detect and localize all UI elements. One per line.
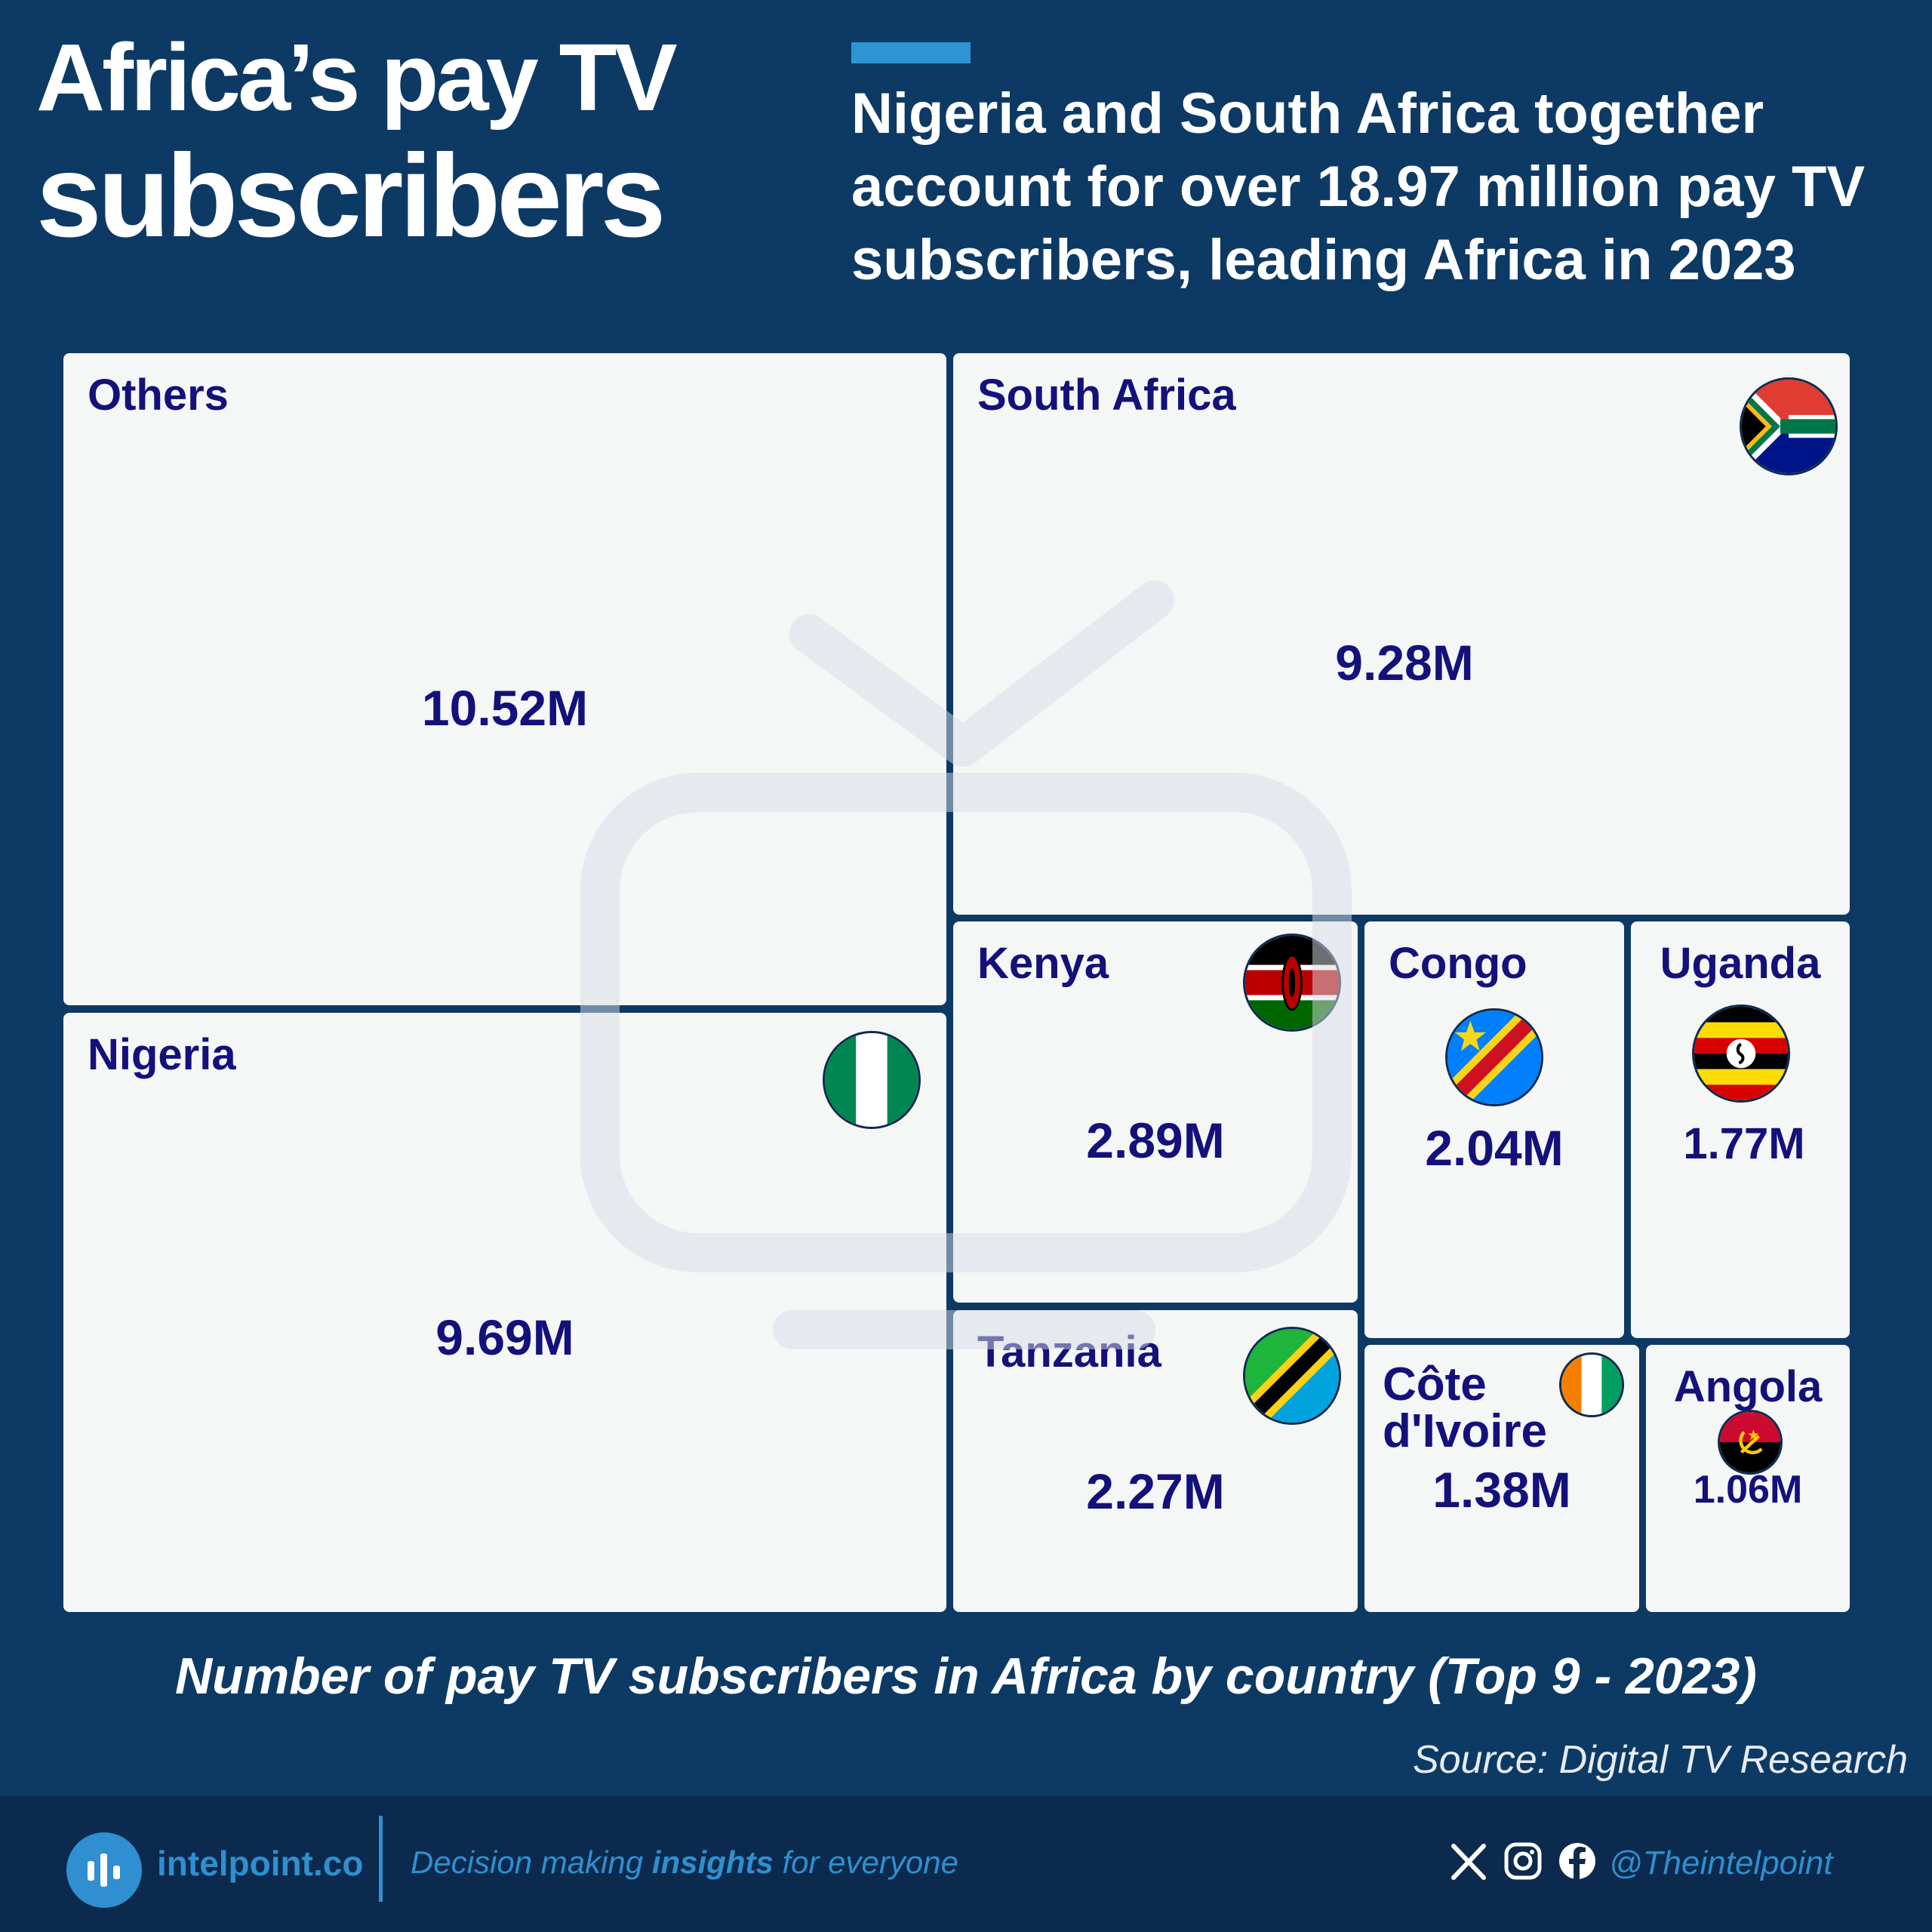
intelpoint-logo-icon bbox=[66, 1832, 142, 1908]
tile-value-south-africa: 9.28M bbox=[1335, 634, 1474, 691]
tile-value-angola: 1.06M bbox=[1693, 1467, 1803, 1512]
congo-flag-icon bbox=[1445, 1008, 1543, 1106]
footer: intelpoint.co Decision making insights f… bbox=[0, 1796, 1932, 1932]
tile-label-c-te-d-ivoire: Côte d'Ivoire bbox=[1383, 1358, 1548, 1457]
tile-c-te-d-ivoire: Côte d'Ivoire 1.38M bbox=[1364, 1345, 1639, 1612]
tile-value-congo: 2.04M bbox=[1425, 1119, 1564, 1176]
footer-divider bbox=[379, 1816, 383, 1902]
tile-label-others: Others bbox=[88, 371, 229, 420]
tagline-pre: Decision making bbox=[411, 1844, 652, 1880]
source-note: Source: Digital TV Research bbox=[1412, 1738, 1908, 1782]
tile-value-nigeria: 9.69M bbox=[435, 1309, 574, 1365]
subtitle: Nigeria and South Africa together accoun… bbox=[851, 82, 1866, 292]
tile-label-uganda: Uganda bbox=[1660, 939, 1821, 988]
tile-label-angola: Angola bbox=[1673, 1362, 1823, 1411]
nigeria-flag-icon bbox=[823, 1031, 921, 1129]
chart-caption: Number of pay TV subscribers in Africa b… bbox=[175, 1647, 1757, 1705]
tile-label-kenya: Kenya bbox=[977, 939, 1109, 988]
x-icon[interactable] bbox=[1446, 1838, 1491, 1884]
tile-kenya: Kenya 2.89M bbox=[953, 921, 1358, 1303]
uganda-flag-icon bbox=[1692, 1004, 1790, 1103]
tile-angola: Angola 1.06M bbox=[1646, 1345, 1850, 1612]
tile-label-congo: Congo bbox=[1389, 939, 1527, 988]
tile-value-tanzania: 2.27M bbox=[1086, 1463, 1225, 1519]
tile-label-tanzania: Tanzania bbox=[977, 1327, 1161, 1377]
south-africa-flag-icon bbox=[1740, 377, 1838, 475]
tile-congo: Congo 2.04M bbox=[1364, 921, 1624, 1338]
social-handle[interactable]: @Theintelpoint bbox=[1609, 1844, 1833, 1881]
page-title: Africa’s pay TV subscribers bbox=[36, 24, 806, 262]
tile-nigeria: Nigeria 9.69M bbox=[63, 1013, 946, 1612]
tile-value-kenya: 2.89M bbox=[1086, 1112, 1225, 1168]
tile-tanzania: Tanzania 2.27M bbox=[953, 1310, 1358, 1612]
tagline: Decision making insights for everyone bbox=[411, 1844, 958, 1881]
title-line-1: Africa’s pay TV bbox=[36, 24, 678, 131]
tagline-bold: insights bbox=[651, 1844, 774, 1880]
kenya-flag-icon bbox=[1243, 934, 1341, 1032]
facebook-icon[interactable] bbox=[1555, 1838, 1600, 1884]
tile-value-uganda: 1.77M bbox=[1683, 1119, 1805, 1169]
tile-value-c-te-d-ivoire: 1.38M bbox=[1432, 1461, 1571, 1518]
tile-uganda: Uganda 1.77M bbox=[1631, 921, 1850, 1338]
instagram-icon[interactable] bbox=[1500, 1838, 1546, 1884]
title-line-2: subscribers bbox=[36, 131, 666, 262]
tile-label-nigeria: Nigeria bbox=[88, 1030, 236, 1079]
angola-flag-icon bbox=[1718, 1410, 1783, 1475]
tile-south-africa: South Africa 9.28M bbox=[953, 353, 1850, 915]
accent-bar bbox=[851, 42, 971, 63]
tile-label-south-africa: South Africa bbox=[977, 371, 1236, 420]
tagline-post: for everyone bbox=[773, 1844, 958, 1880]
tile-others: Others 10.52M bbox=[63, 353, 946, 1005]
cote-divoire-flag-icon bbox=[1559, 1352, 1624, 1417]
tile-value-others: 10.52M bbox=[421, 679, 589, 736]
brand-link[interactable]: intelpoint.co bbox=[157, 1844, 364, 1883]
tanzania-flag-icon bbox=[1243, 1327, 1341, 1425]
